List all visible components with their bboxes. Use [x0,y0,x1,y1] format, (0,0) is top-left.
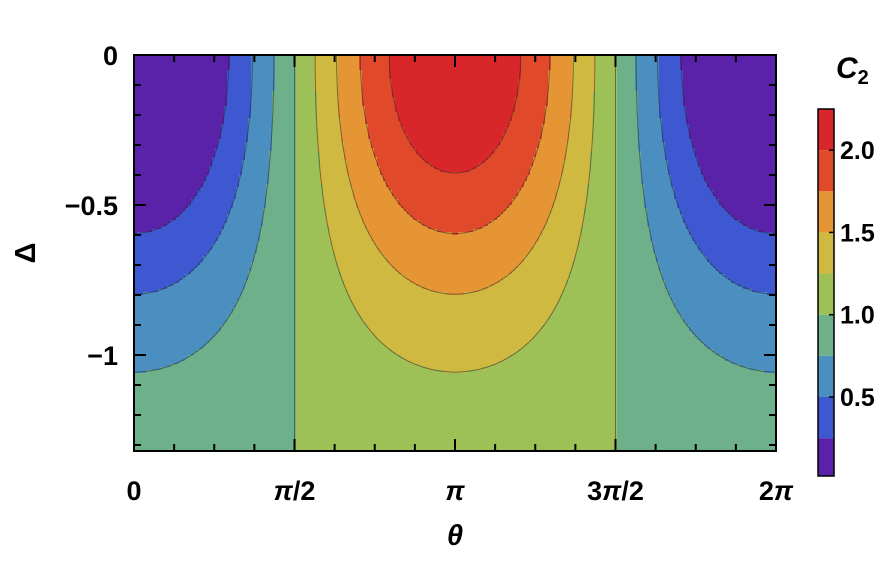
plot-area [134,55,777,452]
